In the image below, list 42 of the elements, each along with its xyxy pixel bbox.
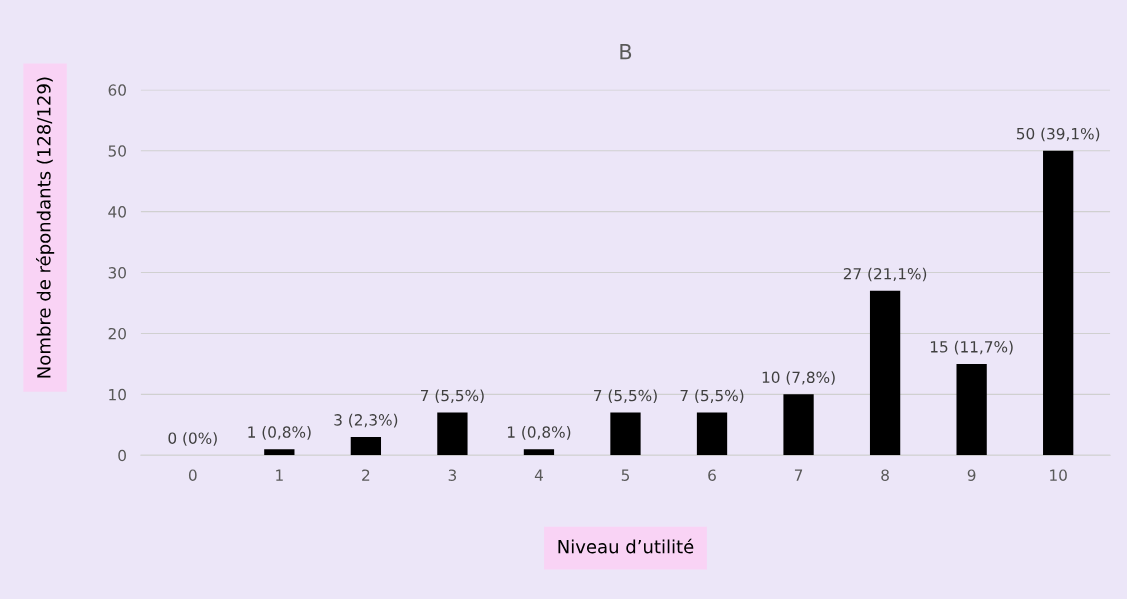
bar [437,412,468,456]
bar [610,412,641,456]
data-label: 10 (7,8%) [762,371,835,385]
x-tick-label: 5 [621,469,630,481]
bar [783,394,814,456]
y-tick-label: 20 [108,327,126,340]
chart-title: B [620,44,632,60]
data-label: 27 (21,1%) [843,267,927,282]
x-tick-label: 2 [362,469,370,481]
bar [956,363,987,456]
data-label: 0 (0%) [168,432,217,446]
x-tick-label: 6 [708,469,716,481]
y-tick-label: 60 [108,84,126,96]
data-label: 1 (0,8%) [507,426,571,440]
data-label: 7 (5,5%) [421,389,484,404]
data-label: 7 (5,5%) [594,389,657,404]
bar [1043,150,1074,456]
y-tick-label: 40 [108,206,126,218]
x-tick-label: 3 [448,469,457,481]
bar [869,290,901,456]
bar [350,436,382,456]
x-tick-label: 8 [881,469,889,481]
x-tick-label: 10 [1050,469,1067,481]
data-label: 3 (2,3%) [334,413,398,428]
data-label: 50 (39,1%) [1016,127,1100,142]
y-tick-label: 10 [109,388,126,401]
y-tick-label: 50 [108,145,126,157]
y-axis-title: Nombre de répondants (128/129) [35,77,55,378]
bar [696,412,728,456]
x-tick-label: 9 [967,469,976,481]
bar [264,449,295,456]
x-axis-title: Niveau d’utilité [558,538,694,554]
y-tick-label: 0 [118,449,126,462]
bar [523,449,555,456]
data-label: 7 (5,5%) [680,389,744,404]
x-tick-label: 7 [794,469,803,481]
data-label: 1 (0,8%) [248,426,311,440]
x-tick-label: 1 [276,469,283,481]
y-tick-label: 30 [108,267,126,279]
data-label: 15 (11,7%) [930,340,1013,355]
x-tick-label: 4 [534,469,543,481]
x-tick-label: 0 [188,469,197,481]
